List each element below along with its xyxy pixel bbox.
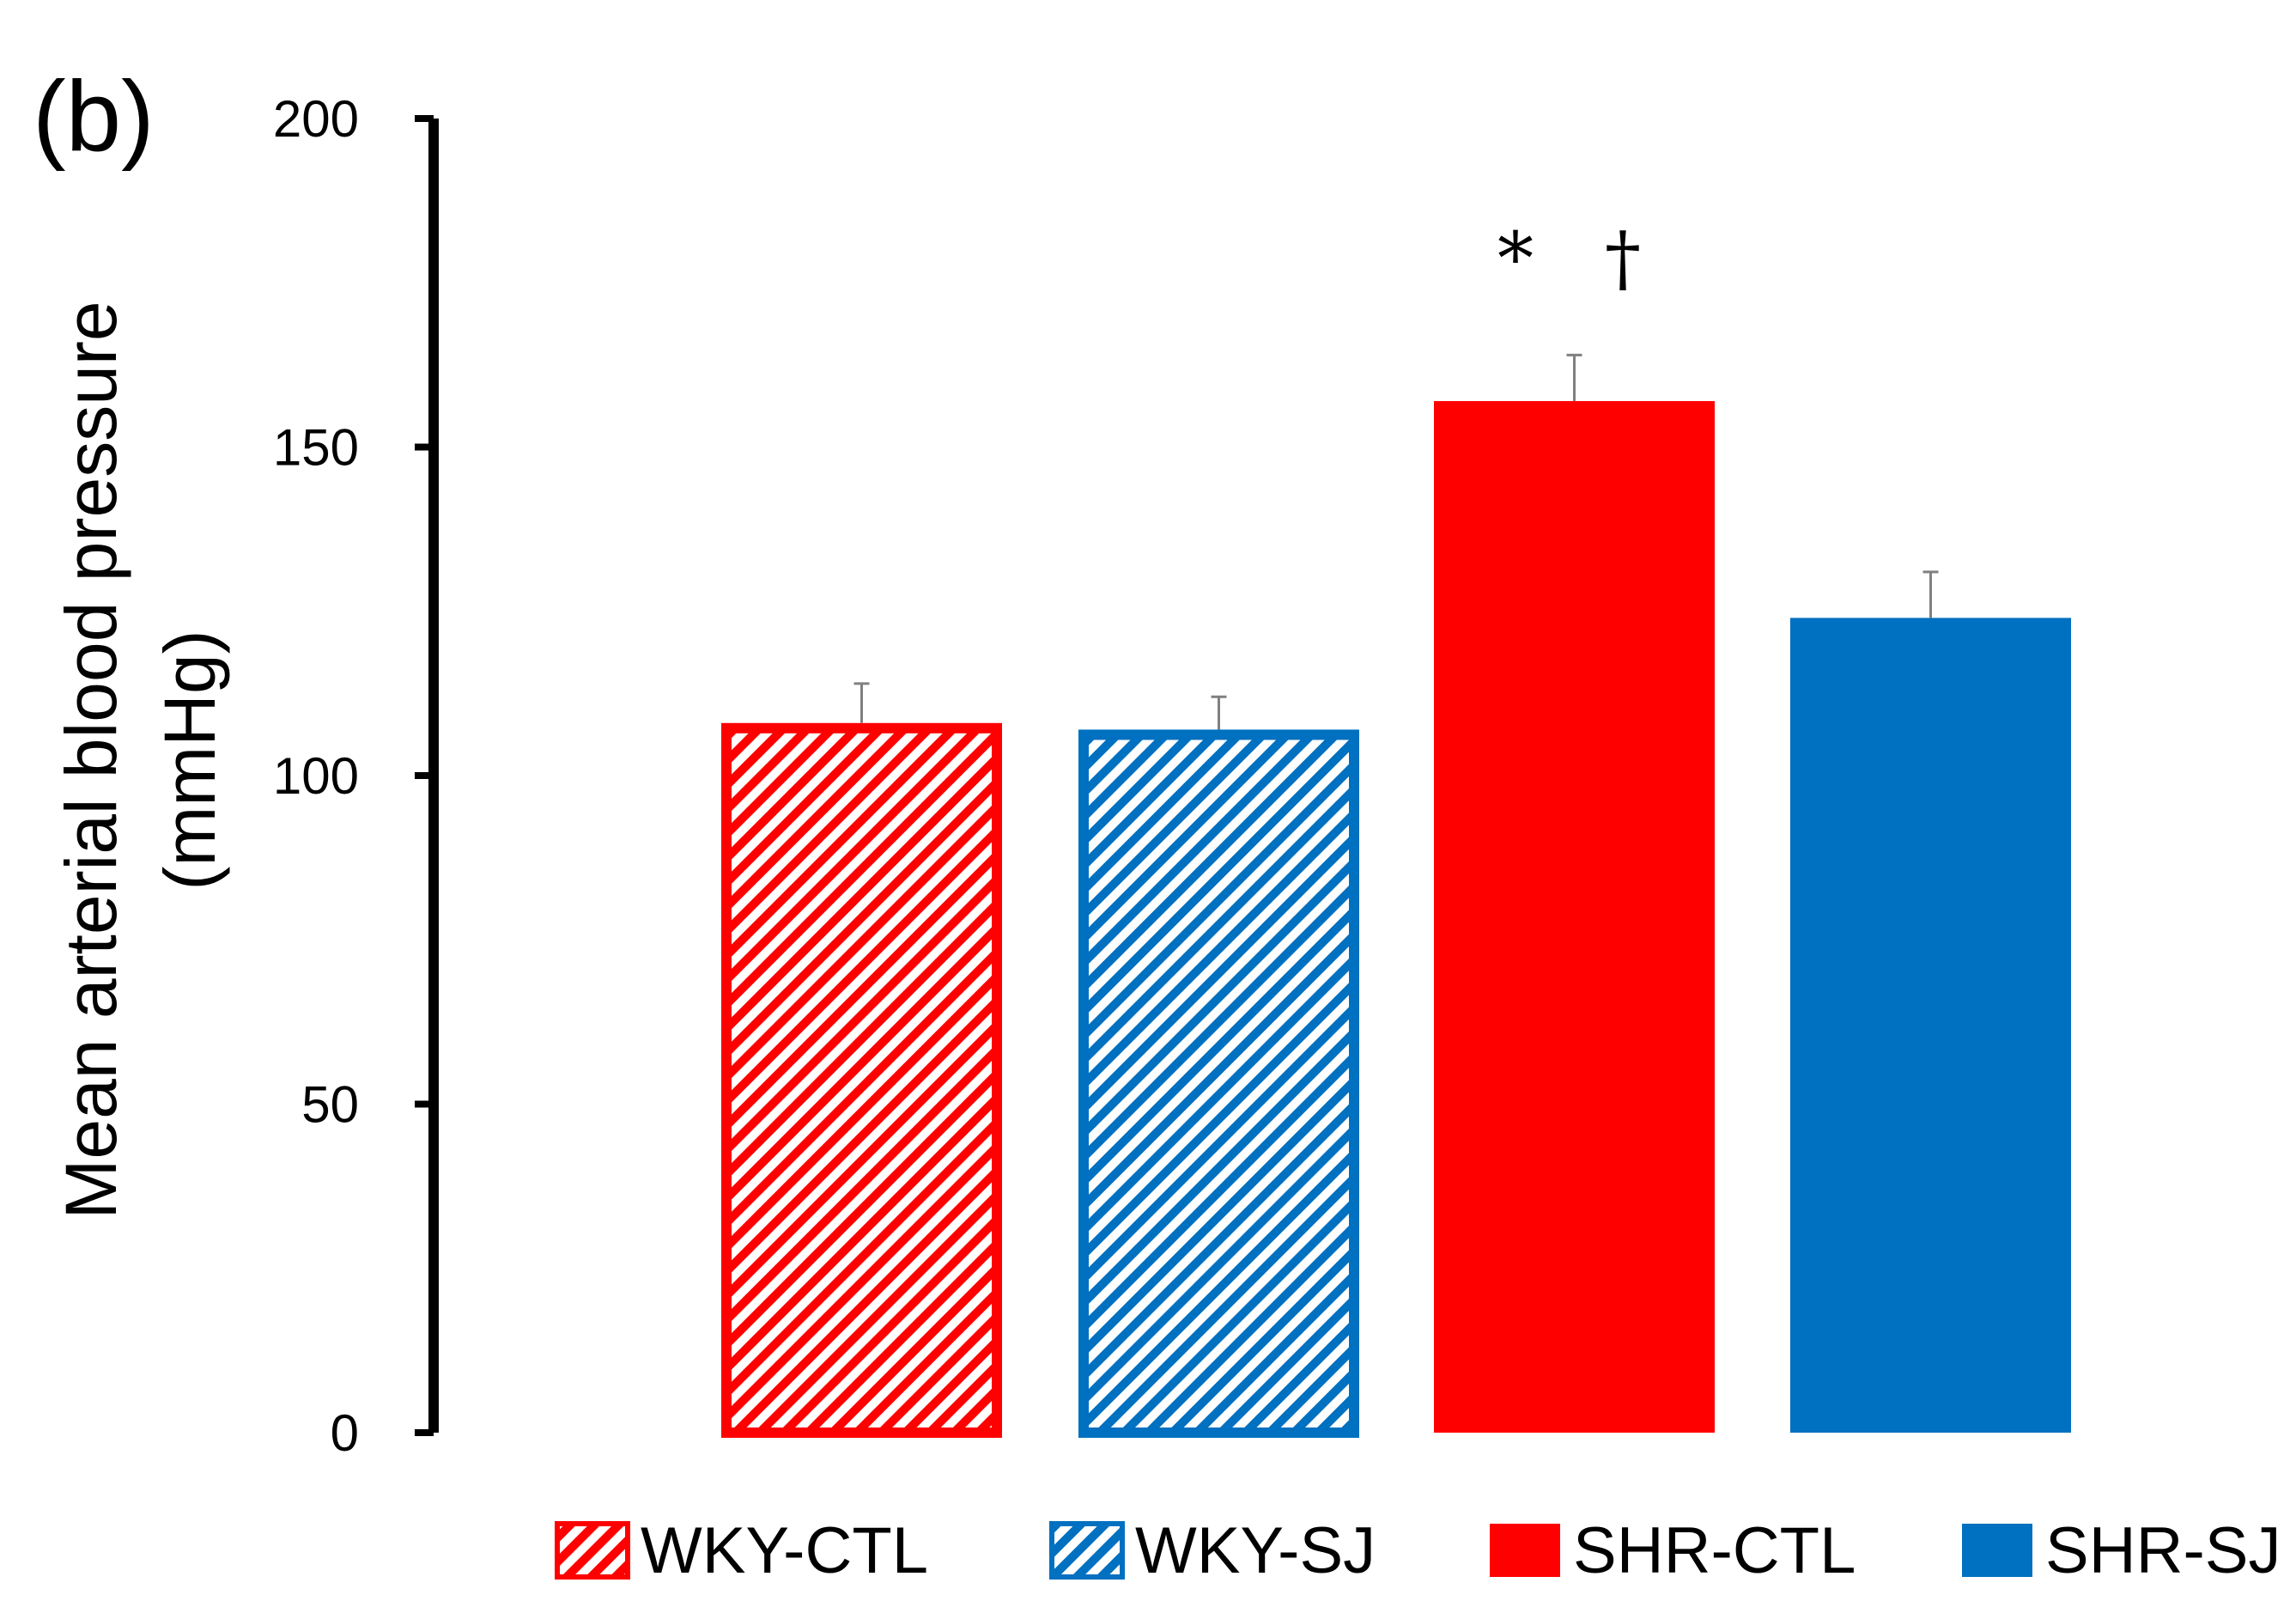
bar-wky-sj: [1078, 729, 1359, 1438]
y-axis-title-line2: (mmHg): [149, 630, 230, 890]
y-axis-title: Mean arterial blood pressure (mmHg): [51, 301, 230, 1219]
y-axis-title-line1: Mean arterial blood pressure: [51, 301, 131, 1219]
significance-annotations: * †: [1497, 216, 1641, 301]
legend-label-wky-ctl: WKY-CTL: [641, 1514, 928, 1587]
error-bars: [853, 353, 1939, 730]
legend-label-wky-sj: WKY-SJ: [1135, 1514, 1376, 1587]
significance-marker: *: [1497, 216, 1534, 301]
legend-swatch-shr-ctl: [1490, 1524, 1560, 1577]
significance-marker: †: [1605, 216, 1641, 301]
y-tick-label: 0: [331, 1404, 359, 1462]
bar-shr-sj: [1790, 618, 2071, 1433]
bar-wky-ctl: [721, 722, 1002, 1438]
legend: WKY-CTL WKY-SJ SHR-CTL SHR-SJ: [555, 1514, 2281, 1587]
legend-swatch-wky-sj: [1049, 1521, 1125, 1580]
y-tick-label: 100: [273, 747, 359, 805]
legend-swatch-shr-sj: [1962, 1524, 2032, 1577]
legend-label-shr-sj: SHR-SJ: [2045, 1514, 2281, 1587]
legend-swatch-wky-ctl: [555, 1521, 630, 1580]
panel-label: (b): [33, 60, 155, 172]
y-axis-ticks: 0 50 100 150 200: [273, 90, 434, 1462]
y-tick-label: 150: [273, 419, 359, 477]
bars: [721, 400, 2071, 1438]
legend-label-shr-ctl: SHR-CTL: [1573, 1514, 1856, 1587]
y-tick-label: 200: [273, 90, 359, 148]
bar-shr-ctl: [1434, 400, 1715, 1434]
y-tick-label: 50: [301, 1076, 359, 1134]
